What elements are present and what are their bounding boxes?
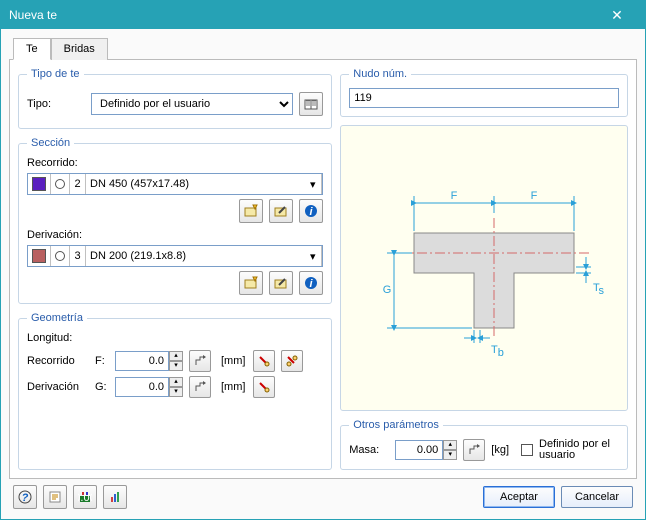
legend-tipo: Tipo de te	[27, 68, 84, 80]
spin-down-icon[interactable]: ▾	[169, 361, 183, 371]
swatch-recorrido	[32, 177, 46, 191]
note-icon[interactable]	[43, 485, 67, 509]
combo-derivacion[interactable]: 3 DN 200 (219.1x8.8) ▾	[27, 245, 323, 267]
input-nudo[interactable]	[349, 88, 619, 108]
cancel-button[interactable]: Cancelar	[561, 486, 633, 508]
chevron-down-icon[interactable]: ▾	[304, 246, 322, 266]
tab-bridas[interactable]: Bridas	[51, 38, 108, 60]
num-recorrido: 2	[70, 174, 86, 194]
label-G: G:	[95, 381, 109, 393]
dim-Ts: Ts	[593, 282, 605, 297]
group-geometria: Geometría Longitud: Recorrido F: ▴▾ [mm]	[18, 312, 332, 470]
num-derivacion: 3	[70, 246, 86, 266]
svg-text:0.00: 0.00	[78, 492, 92, 504]
svg-text:?: ?	[22, 492, 29, 504]
group-otros: Otros parámetros Masa: ▴▾ [kg] Definido …	[340, 419, 628, 470]
info-icon[interactable]: i	[299, 199, 323, 223]
label-userdef: Definido por el usuario	[539, 439, 619, 461]
help-icon[interactable]: ?	[13, 485, 37, 509]
dim-G: G	[383, 284, 392, 296]
label-geo-derivacion: Derivación	[27, 381, 89, 393]
legend-geometria: Geometría	[27, 312, 87, 324]
input-G[interactable]	[115, 377, 169, 397]
legend-nudo: Nudo núm.	[349, 68, 411, 80]
combo-recorrido[interactable]: 2 DN 450 (457x17.48) ▾	[27, 173, 323, 195]
group-seccion: Sección Recorrido: 2 DN 450 (457x17.48) …	[18, 137, 332, 304]
spin-down-icon[interactable]: ▾	[169, 387, 183, 397]
label-longitud: Longitud:	[27, 332, 323, 344]
dim-F2: F	[531, 190, 538, 202]
pick1-icon[interactable]	[253, 376, 275, 398]
library-icon[interactable]	[299, 92, 323, 116]
unit-G: [mm]	[221, 381, 245, 393]
step-icon[interactable]	[463, 439, 485, 461]
tabstrip: Te Bridas	[13, 37, 637, 59]
label-geo-recorrido: Recorrido	[27, 355, 89, 367]
new-section-icon[interactable]	[239, 199, 263, 223]
select-tipo[interactable]: Definido por el usuario	[91, 93, 293, 115]
radio-icon	[55, 251, 65, 261]
dim-Tb: Tb	[491, 344, 504, 359]
step-icon[interactable]	[189, 376, 211, 398]
chart-icon[interactable]	[103, 485, 127, 509]
label-F: F:	[95, 355, 109, 367]
legend-seccion: Sección	[27, 137, 74, 149]
tab-te[interactable]: Te	[13, 38, 51, 60]
pick1-icon[interactable]	[253, 350, 275, 372]
legend-otros: Otros parámetros	[349, 419, 443, 431]
swatch-derivacion	[32, 249, 46, 263]
units-icon[interactable]: 0.00	[73, 485, 97, 509]
edit-section-icon[interactable]	[269, 271, 293, 295]
info-icon[interactable]: i	[299, 271, 323, 295]
spin-down-icon[interactable]: ▾	[443, 450, 457, 460]
label-tipo: Tipo:	[27, 98, 85, 110]
new-section-icon[interactable]	[239, 271, 263, 295]
checkbox-userdef[interactable]	[521, 444, 533, 456]
radio-icon	[55, 179, 65, 189]
text-recorrido: DN 450 (457x17.48)	[86, 174, 304, 194]
dim-F1: F	[451, 190, 458, 202]
unit-F: [mm]	[221, 355, 245, 367]
label-masa: Masa:	[349, 444, 389, 456]
close-icon[interactable]: ✕	[597, 7, 637, 24]
group-tipo: Tipo de te Tipo: Definido por el usuario	[18, 68, 332, 129]
spin-up-icon[interactable]: ▴	[169, 377, 183, 387]
pick2-icon[interactable]	[281, 350, 303, 372]
label-recorrido: Recorrido:	[27, 157, 323, 169]
chevron-down-icon[interactable]: ▾	[304, 174, 322, 194]
input-masa[interactable]	[395, 440, 443, 460]
window-title: Nueva te	[9, 8, 57, 22]
edit-section-icon[interactable]	[269, 199, 293, 223]
input-F[interactable]	[115, 351, 169, 371]
ok-button[interactable]: Aceptar	[483, 486, 555, 508]
step-icon[interactable]	[189, 350, 211, 372]
text-derivacion: DN 200 (219.1x8.8)	[86, 246, 304, 266]
spin-up-icon[interactable]: ▴	[169, 351, 183, 361]
spin-up-icon[interactable]: ▴	[443, 440, 457, 450]
label-derivacion: Derivación:	[27, 229, 323, 241]
group-nudo: Nudo núm.	[340, 68, 628, 117]
titlebar: Nueva te ✕	[1, 1, 645, 29]
diagram-preview: F F G Tb	[340, 125, 628, 411]
unit-masa: [kg]	[491, 444, 509, 456]
